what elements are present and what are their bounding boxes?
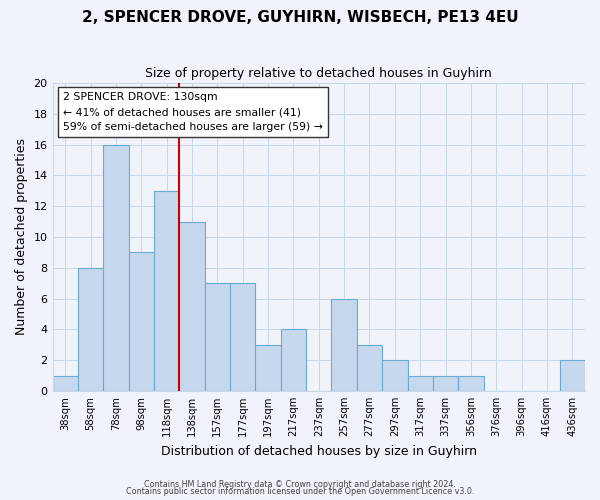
Bar — [154, 191, 179, 391]
Bar — [128, 252, 154, 391]
Bar — [179, 222, 205, 391]
Bar — [331, 298, 357, 391]
Bar — [281, 330, 306, 391]
Bar — [382, 360, 407, 391]
Title: Size of property relative to detached houses in Guyhirn: Size of property relative to detached ho… — [145, 68, 492, 80]
Bar — [433, 376, 458, 391]
Y-axis label: Number of detached properties: Number of detached properties — [15, 138, 28, 336]
X-axis label: Distribution of detached houses by size in Guyhirn: Distribution of detached houses by size … — [161, 444, 477, 458]
Text: 2 SPENCER DROVE: 130sqm
← 41% of detached houses are smaller (41)
59% of semi-de: 2 SPENCER DROVE: 130sqm ← 41% of detache… — [63, 92, 323, 132]
Bar — [256, 344, 281, 391]
Bar — [458, 376, 484, 391]
Text: Contains public sector information licensed under the Open Government Licence v3: Contains public sector information licen… — [126, 487, 474, 496]
Bar — [357, 344, 382, 391]
Bar — [560, 360, 585, 391]
Bar — [205, 283, 230, 391]
Text: Contains HM Land Registry data © Crown copyright and database right 2024.: Contains HM Land Registry data © Crown c… — [144, 480, 456, 489]
Text: 2, SPENCER DROVE, GUYHIRN, WISBECH, PE13 4EU: 2, SPENCER DROVE, GUYHIRN, WISBECH, PE13… — [82, 10, 518, 25]
Bar — [78, 268, 103, 391]
Bar — [103, 144, 128, 391]
Bar — [407, 376, 433, 391]
Bar — [230, 283, 256, 391]
Bar — [53, 376, 78, 391]
